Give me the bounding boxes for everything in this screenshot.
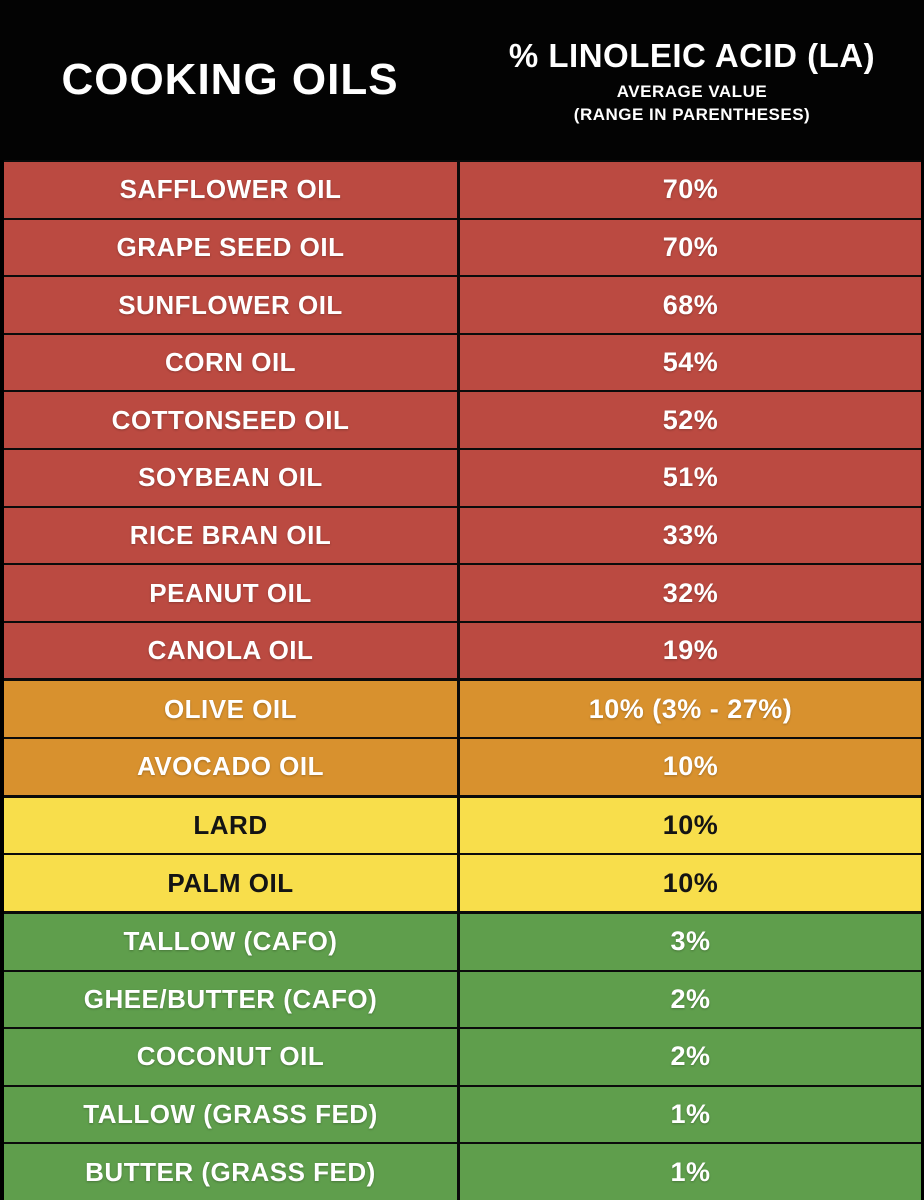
- oil-name: AVOCADO OIL: [4, 739, 460, 795]
- oil-value: 3%: [670, 926, 711, 957]
- oil-value: 2%: [670, 1041, 711, 1072]
- oil-value: 2%: [670, 983, 711, 1014]
- oil-name: GRAPE SEED OIL: [4, 219, 460, 276]
- table-row: LARD 10%: [4, 794, 921, 854]
- oil-value: 32%: [662, 577, 719, 608]
- oil-name: OLIVE OIL: [4, 681, 460, 738]
- table-row: GHEE/BUTTER (CAFO) 2%: [4, 969, 921, 1028]
- oil-value: 33%: [662, 519, 719, 550]
- table-body: SAFFLOWER OIL 70% GRAPE SEED OIL 70% SUN…: [0, 160, 924, 1200]
- linoleic-acid-header: % LINOLEIC ACID (LA) AVERAGE VALUE (RANG…: [460, 0, 924, 160]
- table-row: SAFFLOWER OIL 70%: [4, 160, 921, 218]
- table-row: PALM OIL 10%: [4, 853, 921, 911]
- oil-name: COTTONSEED OIL: [4, 392, 460, 449]
- table-header: COOKING OILS % LINOLEIC ACID (LA) AVERAG…: [0, 0, 924, 160]
- average-value-subtitle: AVERAGE VALUE: [616, 82, 768, 101]
- oil-name: CANOLA OIL: [4, 622, 460, 679]
- table-row: TALLOW (GRASS FED) 1%: [4, 1084, 921, 1143]
- table-row: CORN OIL 54%: [4, 332, 921, 391]
- oil-value: 70%: [662, 174, 719, 205]
- oil-value: 10% (3% - 27%): [588, 693, 793, 724]
- oil-value: 51%: [662, 462, 719, 493]
- oil-name: TALLOW (GRASS FED): [4, 1086, 460, 1143]
- oil-value: 1%: [670, 1156, 711, 1187]
- oil-name: PEANUT OIL: [4, 565, 460, 621]
- oil-name: SAFFLOWER OIL: [4, 162, 460, 218]
- table-row: GRAPE SEED OIL 70%: [4, 217, 921, 276]
- table-row: COCONUT OIL 2%: [4, 1027, 921, 1085]
- oil-name: SOYBEAN OIL: [4, 450, 460, 506]
- oil-value: 52%: [662, 404, 719, 435]
- oil-name: COCONUT OIL: [4, 1029, 460, 1085]
- oil-value: 19%: [662, 635, 719, 666]
- table-row: SOYBEAN OIL 51%: [4, 448, 921, 506]
- oil-value: 68%: [662, 289, 719, 320]
- range-note-subtitle: (RANGE IN PARENTHESES): [573, 105, 811, 124]
- linoleic-acid-title: % LINOLEIC ACID (LA): [508, 37, 876, 74]
- oil-name: TALLOW (CAFO): [4, 913, 460, 970]
- table-row: PEANUT OIL 32%: [4, 563, 921, 621]
- oil-value: 1%: [670, 1099, 711, 1130]
- cooking-oils-title: COOKING OILS: [61, 55, 399, 104]
- oil-name: RICE BRAN OIL: [4, 507, 460, 564]
- oil-name: CORN OIL: [4, 334, 460, 391]
- oil-value: 10%: [662, 867, 719, 898]
- table-row: OLIVE OIL 10% (3% - 27%): [4, 678, 921, 738]
- table-row: COTTONSEED OIL 52%: [4, 390, 921, 449]
- oil-value: 70%: [662, 231, 719, 262]
- oil-value: 10%: [662, 751, 719, 782]
- table-row: BUTTER (GRASS FED) 1%: [4, 1142, 921, 1200]
- oil-value: 10%: [662, 810, 719, 840]
- table-row: AVOCADO OIL 10%: [4, 737, 921, 795]
- table-row: RICE BRAN OIL 33%: [4, 505, 921, 564]
- oil-name: BUTTER (GRASS FED): [4, 1144, 460, 1200]
- table-row: CANOLA OIL 19%: [4, 620, 921, 679]
- oil-value: 54%: [662, 347, 719, 378]
- table-row: SUNFLOWER OIL 68%: [4, 275, 921, 333]
- oil-name: GHEE/BUTTER (CAFO): [4, 971, 460, 1028]
- oil-name: SUNFLOWER OIL: [4, 277, 460, 333]
- oil-name: PALM OIL: [4, 855, 460, 911]
- table-row: TALLOW (CAFO) 3%: [4, 910, 921, 970]
- oil-name: LARD: [4, 797, 460, 854]
